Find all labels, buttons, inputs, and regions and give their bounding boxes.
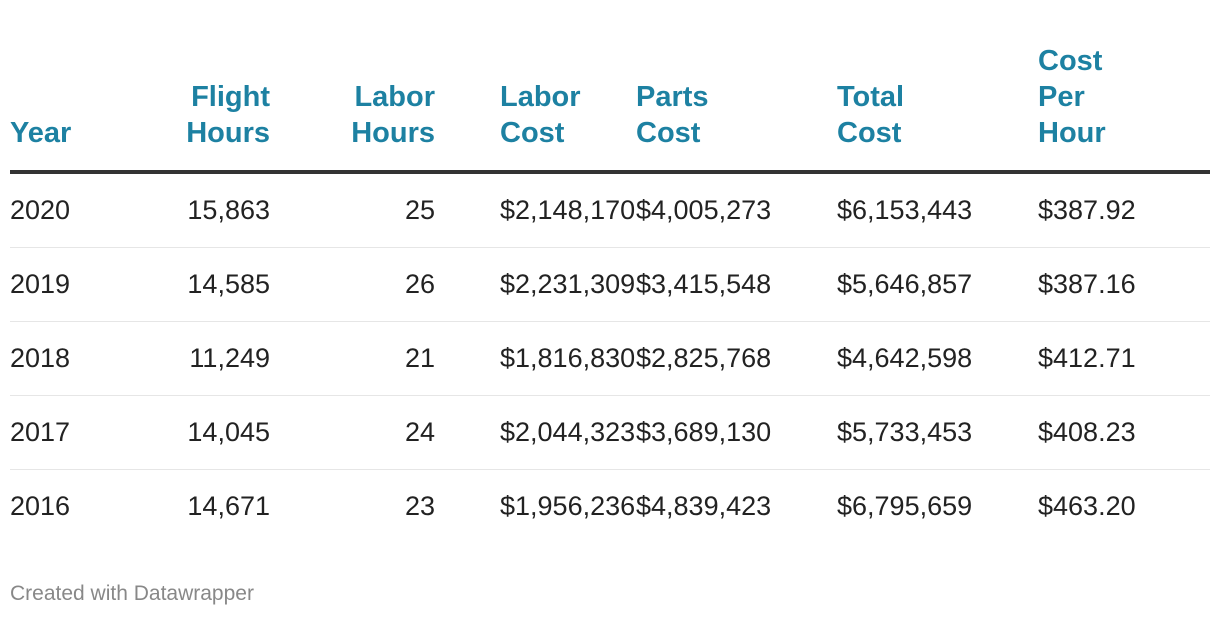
cell-labor-cost: $2,231,309 <box>500 269 636 299</box>
datawrapper-credit: Created with Datawrapper <box>10 582 254 605</box>
cell-total-cost: $5,733,453 <box>837 417 973 447</box>
cell-labor-hours: 23 <box>404 491 435 521</box>
column-header-labor-cost: Labor Cost <box>500 81 581 149</box>
cell-labor-hours: 25 <box>404 195 435 225</box>
cell-cost-per-hour: $408.23 <box>1038 417 1136 447</box>
cell-labor-cost: $1,816,830 <box>500 343 636 373</box>
cell-flight-hours: 14,045 <box>187 417 270 447</box>
cell-cost-per-hour: $387.92 <box>1038 195 1136 225</box>
table-row: 2020 15,863 25 $2,148,170 $4,005,273 $6,… <box>10 174 1210 248</box>
cell-parts-cost: $3,689,130 <box>636 417 772 447</box>
table-row: 2019 14,585 26 $2,231,309 $3,415,548 $5,… <box>10 248 1210 322</box>
table-row: 2017 14,045 24 $2,044,323 $3,689,130 $5,… <box>10 396 1210 470</box>
cell-flight-hours: 15,863 <box>187 195 270 225</box>
cell-labor-hours: 21 <box>404 343 435 373</box>
cell-year: 2018 <box>10 343 71 373</box>
cell-total-cost: $4,642,598 <box>837 343 973 373</box>
column-header-flight-hours: Flight Hours <box>186 81 270 149</box>
cell-year: 2016 <box>10 491 71 521</box>
cell-cost-per-hour: $387.16 <box>1038 269 1136 299</box>
cell-labor-cost: $2,044,323 <box>500 417 636 447</box>
cell-parts-cost: $2,825,768 <box>636 343 772 373</box>
cell-total-cost: $5,646,857 <box>837 269 973 299</box>
cell-parts-cost: $4,005,273 <box>636 195 772 225</box>
column-header-labor-hours: Labor Hours <box>351 81 435 149</box>
cell-cost-per-hour: $463.20 <box>1038 491 1136 521</box>
cell-labor-hours: 26 <box>404 269 435 299</box>
cell-labor-cost: $1,956,236 <box>500 491 636 521</box>
cell-labor-cost: $2,148,170 <box>500 195 636 225</box>
cell-year: 2019 <box>10 269 71 299</box>
column-header-parts-cost: Parts Cost <box>636 81 709 149</box>
cell-total-cost: $6,795,659 <box>837 491 973 521</box>
table-row: 2018 11,249 21 $1,816,830 $2,825,768 $4,… <box>10 322 1210 396</box>
cell-flight-hours: 11,249 <box>189 343 270 373</box>
cell-labor-hours: 24 <box>404 417 435 447</box>
cell-year: 2017 <box>10 417 71 447</box>
cell-parts-cost: $4,839,423 <box>636 491 772 521</box>
column-header-cost-per-hour: Cost Per Hour <box>1038 45 1106 149</box>
cell-flight-hours: 14,585 <box>187 269 270 299</box>
column-header-year: Year <box>10 117 72 149</box>
data-table: Year Flight Hours Labor Hours Labor Cost… <box>10 0 1210 543</box>
cell-cost-per-hour: $412.71 <box>1038 343 1136 373</box>
table-row: 2016 14,671 23 $1,956,236 $4,839,423 $6,… <box>10 470 1210 543</box>
cell-year: 2020 <box>10 195 71 225</box>
cell-flight-hours: 14,671 <box>187 491 270 521</box>
header-row: Year Flight Hours Labor Hours Labor Cost… <box>10 0 1210 174</box>
cell-total-cost: $6,153,443 <box>837 195 973 225</box>
column-header-total-cost: Total Cost <box>837 81 905 149</box>
cell-parts-cost: $3,415,548 <box>636 269 772 299</box>
